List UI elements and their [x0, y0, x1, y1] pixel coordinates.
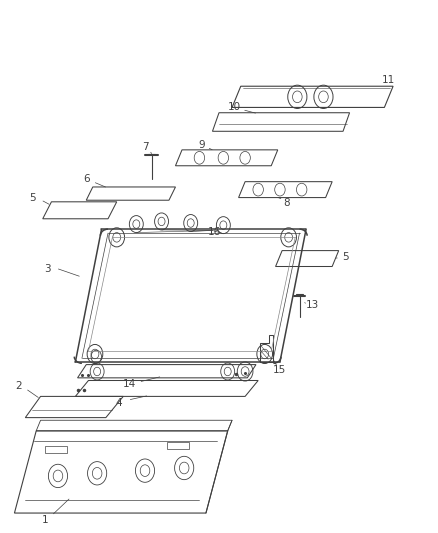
Text: 10: 10: [228, 102, 241, 112]
Text: 9: 9: [198, 140, 205, 150]
Text: 11: 11: [382, 75, 396, 85]
Text: 6: 6: [83, 174, 89, 184]
Text: 4: 4: [116, 398, 122, 408]
Text: 8: 8: [283, 198, 290, 208]
Text: 13: 13: [306, 300, 319, 310]
Text: 5: 5: [342, 253, 349, 262]
Bar: [45, 446, 67, 453]
Text: 16: 16: [208, 227, 221, 237]
Text: 2: 2: [15, 381, 22, 391]
Text: 7: 7: [142, 142, 148, 152]
Bar: [167, 442, 188, 449]
Text: 15: 15: [273, 365, 286, 375]
Text: 3: 3: [44, 264, 50, 274]
Text: 14: 14: [123, 379, 136, 389]
Text: 5: 5: [29, 192, 36, 203]
Text: 1: 1: [42, 515, 48, 525]
